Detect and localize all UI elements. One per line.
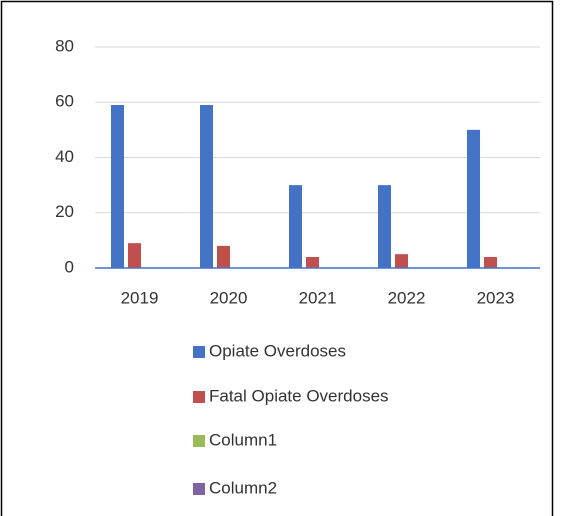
bar xyxy=(484,256,497,268)
bar xyxy=(111,105,124,268)
bar xyxy=(306,256,319,268)
legend-swatch xyxy=(193,435,205,447)
legend-label: Column2 xyxy=(209,478,277,497)
legend-label: Column1 xyxy=(209,430,277,449)
bar xyxy=(467,129,480,268)
y-tick-label: 80 xyxy=(55,36,74,55)
bar xyxy=(395,254,408,268)
bar xyxy=(217,245,230,268)
y-tick-label: 60 xyxy=(55,92,74,111)
x-tick-label: 2023 xyxy=(477,288,515,307)
legend-swatch xyxy=(193,391,205,403)
x-tick-label: 2021 xyxy=(299,288,337,307)
x-tick-label: 2019 xyxy=(121,288,159,307)
legend-label: Fatal Opiate Overdoses xyxy=(209,386,389,405)
chart-border xyxy=(0,0,554,516)
legend-swatch xyxy=(193,483,205,495)
bar xyxy=(378,185,391,268)
y-tick-label: 20 xyxy=(55,202,74,221)
y-tick-label: 0 xyxy=(65,257,74,276)
bar xyxy=(200,105,213,268)
bar xyxy=(289,185,302,268)
bar xyxy=(128,243,141,268)
legend-swatch xyxy=(193,346,205,358)
y-tick-label: 40 xyxy=(55,147,74,166)
legend-label: Opiate Overdoses xyxy=(209,341,346,360)
x-tick-label: 2022 xyxy=(388,288,426,307)
x-tick-label: 2020 xyxy=(210,288,248,307)
